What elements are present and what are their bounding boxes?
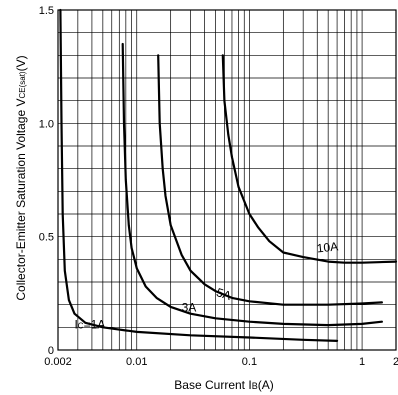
x-tick-label: 0.1 (242, 356, 257, 368)
x-tick-label: 0.002 (44, 356, 72, 368)
y-axis-label: Collector-Emitter Saturation Voltage VCE… (14, 55, 28, 300)
y-minor-grid (58, 32, 396, 328)
curve-label-5A: 5A (215, 285, 233, 303)
curves (59, 8, 398, 342)
x-tick-label: 0.01 (126, 356, 147, 368)
plot-frame (57, 9, 397, 351)
curve-3A (121, 42, 383, 327)
y-tick-label: 0.5 (39, 232, 54, 244)
curve-5A (157, 54, 383, 306)
y-tick-labels: 0 0.5 1.0 1.5 (39, 5, 54, 357)
curve-label-10A: 10A (316, 239, 339, 255)
x-tick-labels: 0.002 0.01 0.1 1 2 (44, 356, 398, 368)
x-tick-label: 2 (393, 356, 398, 368)
x-log-grid (77, 10, 363, 350)
curve-label-3A: 3A (182, 300, 197, 314)
curve-1A (59, 8, 339, 342)
curve-10A (221, 54, 398, 264)
y-tick-label: 1.5 (39, 5, 54, 17)
x-axis-label: Base Current IB(A) (174, 378, 273, 392)
curve-label-1A: IC=1A (74, 317, 105, 331)
y-tick-label: 1.0 (39, 118, 54, 130)
curve-labels: IC=1A 3A 5A 10A (74, 239, 338, 331)
x-tick-label: 1 (359, 356, 365, 368)
y-tick-label: 0 (48, 345, 54, 357)
